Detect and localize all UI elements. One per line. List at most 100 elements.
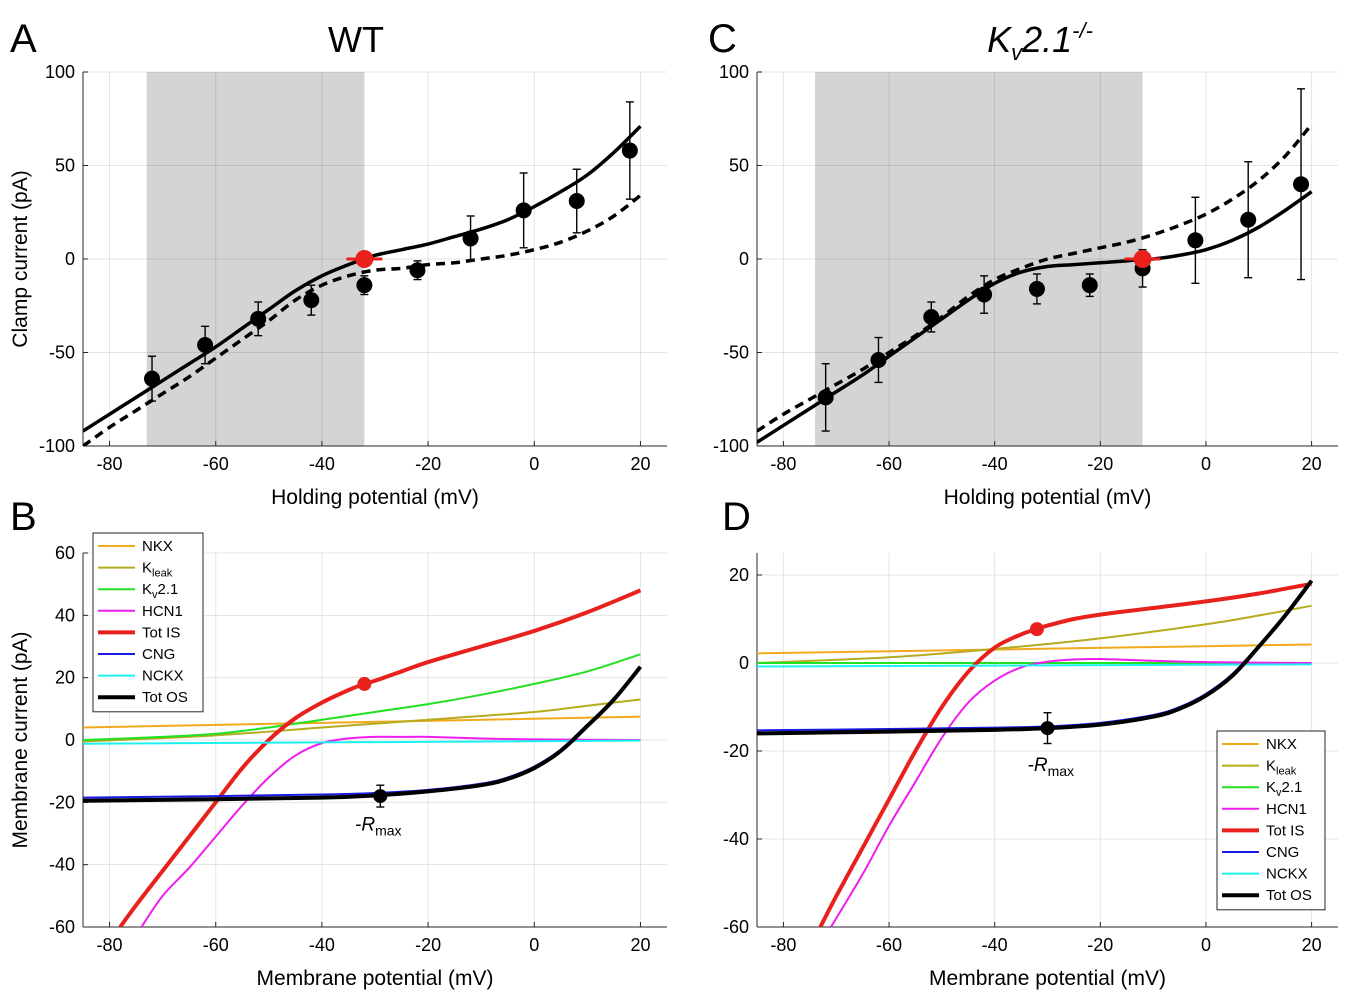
legend-name: Tot OS	[1266, 887, 1312, 904]
x-tick-label: -80	[97, 935, 123, 955]
y-axis-label: Clamp current (pA)	[9, 170, 32, 347]
legend-sub: v	[152, 589, 158, 601]
legend-label: Kleak	[142, 560, 173, 580]
legend-label: Kv2.1	[142, 581, 178, 601]
title-rest: 2.1	[1021, 19, 1072, 60]
data-point	[462, 230, 479, 247]
data-point	[250, 310, 267, 327]
curve-marker	[357, 676, 372, 691]
curve-marker	[1029, 622, 1044, 637]
data-point	[1187, 232, 1204, 249]
data-point	[144, 370, 161, 387]
y-tick-label: -20	[49, 792, 75, 812]
data-point	[621, 142, 638, 159]
data-point	[1293, 176, 1310, 193]
series-line-dashed	[757, 123, 1313, 433]
y-tick-label: 0	[65, 249, 75, 269]
series-line-tot-os	[83, 665, 643, 803]
panel-title: WT	[328, 19, 384, 60]
legend-name: HCN1	[1266, 801, 1307, 818]
series-line-nckx	[83, 739, 641, 745]
y-tick-label: -40	[49, 855, 75, 875]
data-point	[303, 292, 320, 309]
legend-box	[92, 532, 204, 713]
panel-a: -80 -60 -40 -20 0 20 -100 -50 0 50 100 Holding pote…	[9, 17, 667, 509]
legend-name: K	[142, 581, 152, 598]
title-sub: v	[1011, 40, 1024, 65]
annotation-main: -R	[355, 814, 375, 835]
data-point	[197, 337, 214, 354]
series-line-tot-os	[757, 579, 1314, 736]
data-point	[817, 389, 834, 406]
x-tick-label: -60	[203, 454, 229, 474]
x-tick-label: -60	[876, 935, 902, 955]
annotation-rmax: -Rmax	[1028, 755, 1075, 779]
legend-name: K	[1266, 779, 1276, 796]
series-line-tot-is	[818, 581, 1312, 927]
y-tick-label: -20	[723, 741, 749, 761]
legend-name: CNG	[142, 646, 175, 663]
legend-name: NCKX	[1266, 866, 1308, 883]
x-tick-label: -40	[309, 935, 335, 955]
x-axis-label: Holding potential (mV)	[271, 486, 479, 509]
series-line-tot-is	[118, 588, 642, 927]
legend-name: K	[1266, 758, 1276, 775]
legend-rest: 2.1	[1282, 779, 1303, 796]
y-tick-label: 20	[55, 668, 75, 688]
y-tick-label: 100	[719, 62, 749, 82]
series-group	[757, 579, 1314, 927]
series-line-kleak	[757, 604, 1312, 664]
data-point	[1081, 277, 1098, 294]
legend-name: CNG	[1266, 844, 1299, 861]
x-tick-label: 0	[529, 935, 539, 955]
data-point	[409, 262, 426, 279]
title-sup: -/-	[1072, 18, 1093, 43]
series-line-solid	[757, 190, 1313, 444]
annotation-sub: max	[1048, 763, 1074, 779]
x-axis-label: Membrane potential (mV)	[929, 967, 1166, 990]
x-tick-label: -20	[1087, 935, 1113, 955]
x-tick-label: 0	[1201, 454, 1211, 474]
series-line-cng	[757, 580, 1313, 732]
y-tick-label: -50	[723, 343, 749, 363]
x-tick-label: 0	[529, 454, 539, 474]
legend-label: Tot OS	[1266, 887, 1312, 904]
y-tick-label: -40	[723, 829, 749, 849]
legend-box	[1216, 730, 1326, 911]
x-tick-label: -40	[309, 454, 335, 474]
y-tick-label: 100	[45, 62, 75, 82]
x-tick-label: -60	[876, 454, 902, 474]
legend-label: CNG	[1266, 844, 1299, 861]
legend-label: NKX	[1266, 736, 1297, 753]
x-axis-label: Membrane potential (mV)	[257, 967, 494, 990]
data-point	[356, 277, 373, 294]
legend-name: Tot IS	[142, 624, 180, 641]
y-tick-label: 0	[65, 730, 75, 750]
x-tick-label: 20	[1302, 454, 1322, 474]
panel-label: D	[722, 495, 751, 539]
legend-label: NKX	[142, 538, 173, 555]
series-group	[757, 123, 1313, 444]
legend-name: NKX	[1266, 736, 1297, 753]
series-line-nckx	[757, 663, 1312, 668]
legend-label: HCN1	[142, 603, 183, 620]
x-tick-label: -20	[415, 935, 441, 955]
y-tick-label: 40	[55, 605, 75, 625]
legend-label: NCKX	[1266, 866, 1308, 883]
y-tick-label: 60	[55, 543, 75, 563]
y-tick-label: 20	[729, 565, 749, 585]
series-line-kv2-1	[83, 653, 641, 741]
x-tick-label: -20	[415, 454, 441, 474]
panel-c: -80 -60 -40 -20 0 20 -100 -50 0 50 100 Holding pote…	[708, 17, 1338, 509]
x-tick-label: -20	[1087, 454, 1113, 474]
legend-name: K	[142, 560, 152, 577]
data-point	[1240, 211, 1257, 228]
x-axis-label: Holding potential (mV)	[944, 486, 1152, 509]
legend-rest: 2.1	[158, 581, 179, 598]
legend-sub: leak	[152, 568, 173, 580]
y-tick-label: 0	[739, 653, 749, 673]
legend-label: Tot IS	[1266, 822, 1304, 839]
series-line-hcn1	[830, 657, 1312, 927]
